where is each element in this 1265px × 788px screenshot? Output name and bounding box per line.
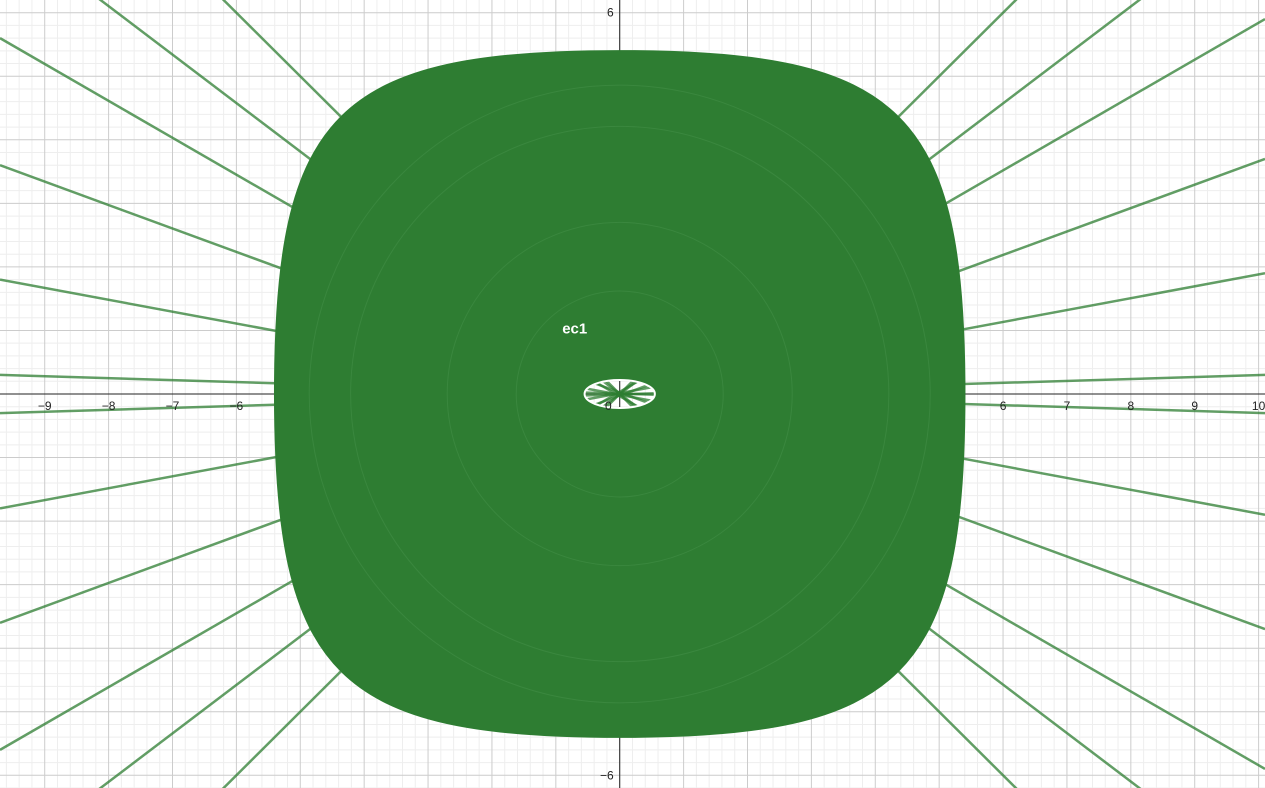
x-tick-label: 10: [1252, 399, 1265, 413]
series-line: [0, 373, 1265, 415]
x-tick-label: 7: [1064, 399, 1071, 413]
region-contour: [515, 290, 724, 498]
x-tick-label: 8: [1127, 399, 1134, 413]
y-tick-label: 6: [607, 6, 614, 20]
x-tick-label: −8: [102, 399, 116, 413]
x-tick-label: 9: [1191, 399, 1198, 413]
region-contour: [446, 221, 793, 567]
x-tick-label: −7: [166, 399, 180, 413]
series-line: [0, 272, 1265, 510]
series-line: [0, 17, 1265, 751]
y-tick-label: −6: [600, 768, 614, 782]
filled-region: [273, 50, 966, 738]
x-tick-label: −6: [230, 399, 244, 413]
series-line: [0, 278, 1265, 516]
x-tick-label: −9: [38, 399, 52, 413]
series-line: [0, 37, 1265, 771]
origin-label: 0: [605, 399, 612, 413]
curve-label-ec1[interactable]: ec1: [561, 319, 589, 339]
x-tick-label: 6: [1000, 399, 1007, 413]
region-contour: [350, 125, 890, 663]
region-contour: [308, 84, 931, 704]
inner-hole-outline: [583, 379, 656, 409]
tick-labels: −9 −8 −7 −6 6 7 8 9 10 6 −6 0: [38, 6, 1265, 783]
